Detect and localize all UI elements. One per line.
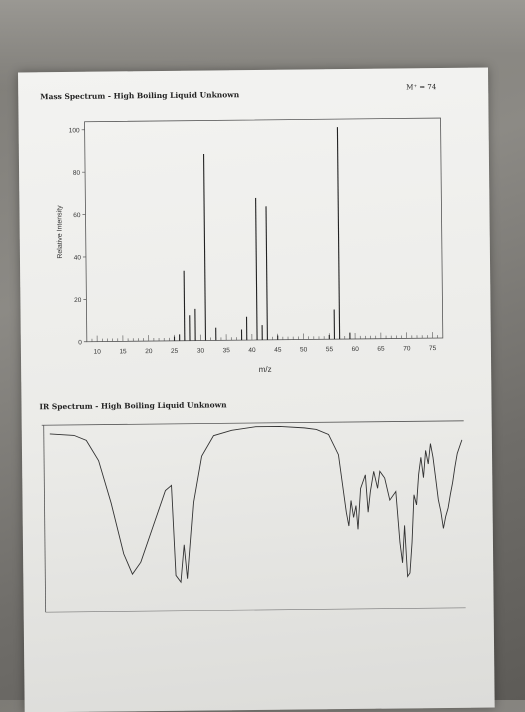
molecular-ion-label: M⁺ = 74: [406, 83, 436, 91]
ms-x-tick-label: 55: [326, 346, 334, 353]
ms-y-tick-label: 20: [74, 297, 82, 304]
ms-x-tick-label: 15: [119, 348, 127, 355]
ms-x-tick-label: 10: [94, 349, 102, 356]
ms-peak-bar: [184, 271, 185, 341]
ms-y-tick-label: 100: [69, 127, 80, 134]
ms-plot-frame: [85, 118, 443, 342]
ms-y-axis-label: Relative Intensity: [56, 205, 64, 259]
ms-peak-bar: [266, 206, 267, 340]
ir-spectrum-chart: [32, 413, 474, 638]
ir-title: IR Spectrum - High Boiling Liquid Unknow…: [39, 400, 226, 411]
ir-bottom-border: [46, 608, 466, 612]
mass-spectrum-chart: 0 20 40 60 80 100 10 15 20 25 30 35 40 45 50 55 60 65 70 7…: [48, 108, 461, 392]
ms-x-tick-label: 65: [377, 346, 385, 353]
ms-x-tick-label: 60: [352, 346, 360, 353]
ms-x-axis-label: m/z: [259, 365, 272, 374]
ms-x-tick-label: 50: [300, 346, 308, 353]
ms-y-tick-label: 60: [73, 212, 81, 219]
ms-title: Mass Spectrum - High Boiling Liquid Unkn…: [40, 90, 239, 101]
ir-left-border: [44, 425, 46, 612]
ms-x-tick-label: 20: [145, 348, 153, 355]
ms-x-tick-label: 25: [171, 348, 179, 355]
ms-y-tick-label: 40: [74, 255, 82, 262]
ms-x-tick-label: 35: [223, 347, 231, 354]
ms-x-tick-label: 70: [403, 345, 411, 352]
ms-peaks: [172, 127, 350, 341]
ms-y-tick-label: 0: [78, 339, 82, 346]
ms-y-axis: 0 20 40 60 80 100: [69, 127, 87, 346]
ms-y-tick-label: 80: [73, 170, 81, 177]
ms-peak-bar: [204, 154, 206, 341]
ms-x-tick-label: 40: [248, 347, 256, 354]
ir-top-border: [42, 421, 464, 425]
ms-x-tick-label: 30: [197, 348, 205, 355]
ir-trace: [50, 425, 464, 584]
ms-x-axis: 10 15 20 25 30 35 40 45 50 55 60 65 70 75: [92, 332, 438, 356]
ms-x-tick-label: 75: [429, 345, 437, 352]
worksheet-paper: Mass Spectrum - High Boiling Liquid Unkn…: [18, 68, 495, 712]
ms-x-tick-label: 45: [274, 347, 282, 354]
ms-peak-bar: [256, 198, 257, 340]
ms-peak-bar: [337, 127, 339, 339]
